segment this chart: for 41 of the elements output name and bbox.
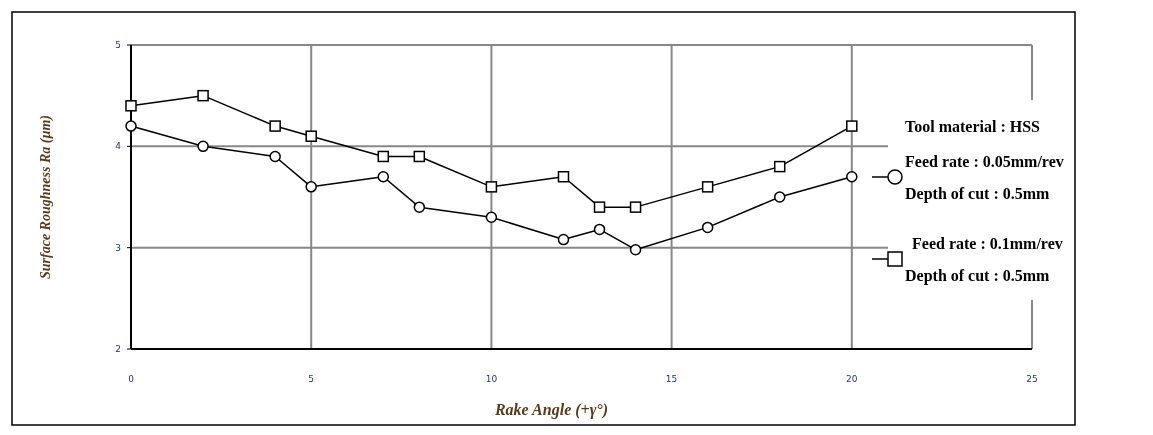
- point: [557, 170, 570, 183]
- point: [701, 221, 714, 234]
- point: [197, 140, 209, 153]
- legend-label: Feed rate : 0.05mm/rev Depth of cut : 0.5mm: [905, 153, 1064, 203]
- point: [846, 120, 858, 132]
- point: [593, 223, 606, 236]
- y-tick-label: 2: [115, 344, 121, 355]
- x-tick-label: 20: [846, 374, 858, 384]
- point: [377, 170, 390, 183]
- point: [269, 120, 281, 132]
- point: [846, 170, 858, 183]
- point: [557, 233, 570, 246]
- x-tick-label: 0: [128, 374, 135, 384]
- y-axis-title: Surface Roughness Ra (µm): [38, 114, 54, 280]
- point: [197, 89, 209, 102]
- point: [377, 150, 390, 163]
- point: [773, 191, 786, 203]
- point: [629, 201, 642, 213]
- point: [305, 130, 317, 142]
- x-tick-label: 15: [665, 374, 678, 384]
- x-tick-label: 5: [308, 374, 315, 384]
- point: [413, 201, 426, 213]
- point: [629, 243, 642, 256]
- point: [125, 120, 137, 132]
- legend-label: Feed rate : 0.1mm/rev Depth of cut : 0.5mm: [905, 235, 1063, 285]
- point: [701, 181, 714, 193]
- point: [773, 160, 786, 173]
- point: [485, 181, 498, 193]
- point: [593, 201, 606, 213]
- point: [125, 100, 137, 112]
- x-tick-label: 25: [1026, 374, 1038, 384]
- y-tick-label: 5: [115, 40, 121, 51]
- point: [305, 181, 317, 193]
- point: [485, 211, 498, 224]
- legend-title: Tool material : HSS: [905, 118, 1041, 135]
- y-tick-label: 4: [115, 141, 122, 152]
- point: [269, 150, 281, 163]
- x-axis-title: Rake Angle (+γ°): [493, 401, 609, 419]
- x-tick-label: 10: [485, 374, 498, 384]
- y-tick-label: 3: [115, 242, 121, 253]
- point: [413, 150, 426, 163]
